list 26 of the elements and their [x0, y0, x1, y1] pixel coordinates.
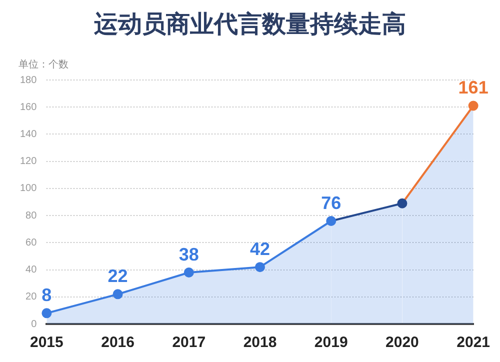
y-tick-label: 140: [20, 128, 38, 140]
data-label: 22: [108, 266, 128, 286]
y-tick-label: 60: [26, 237, 38, 248]
data-label: 38: [178, 244, 199, 264]
y-tick-label: 0: [31, 318, 38, 330]
x-tick-label: 2019: [314, 334, 348, 352]
x-tick-label: 2020: [386, 334, 419, 352]
point: [468, 100, 478, 111]
data-label: 42: [250, 239, 270, 260]
data-label: 161: [458, 78, 488, 98]
x-tick-label: 2016: [101, 334, 134, 352]
y-tick-label: 20: [26, 292, 38, 303]
x-tick-label: 2015: [30, 334, 64, 352]
x-tick-label: 2018: [243, 334, 277, 352]
data-label: 76: [321, 192, 342, 213]
y-tick-label: 100: [20, 183, 38, 194]
y-tick-label: 80: [26, 210, 38, 222]
y-tick-label: 40: [26, 264, 38, 276]
y-tick-label: 160: [20, 102, 38, 113]
x-tick-label: 2021: [456, 334, 490, 352]
data-label: 8: [42, 285, 52, 306]
x-tick-label: 2017: [172, 334, 206, 352]
chart-title: 运动员商业代言数量持续走高: [93, 9, 407, 40]
y-tick-label: 120: [20, 156, 38, 168]
y-tick-label: 180: [20, 74, 38, 86]
y-axis-title: 单位：个数: [18, 58, 69, 71]
